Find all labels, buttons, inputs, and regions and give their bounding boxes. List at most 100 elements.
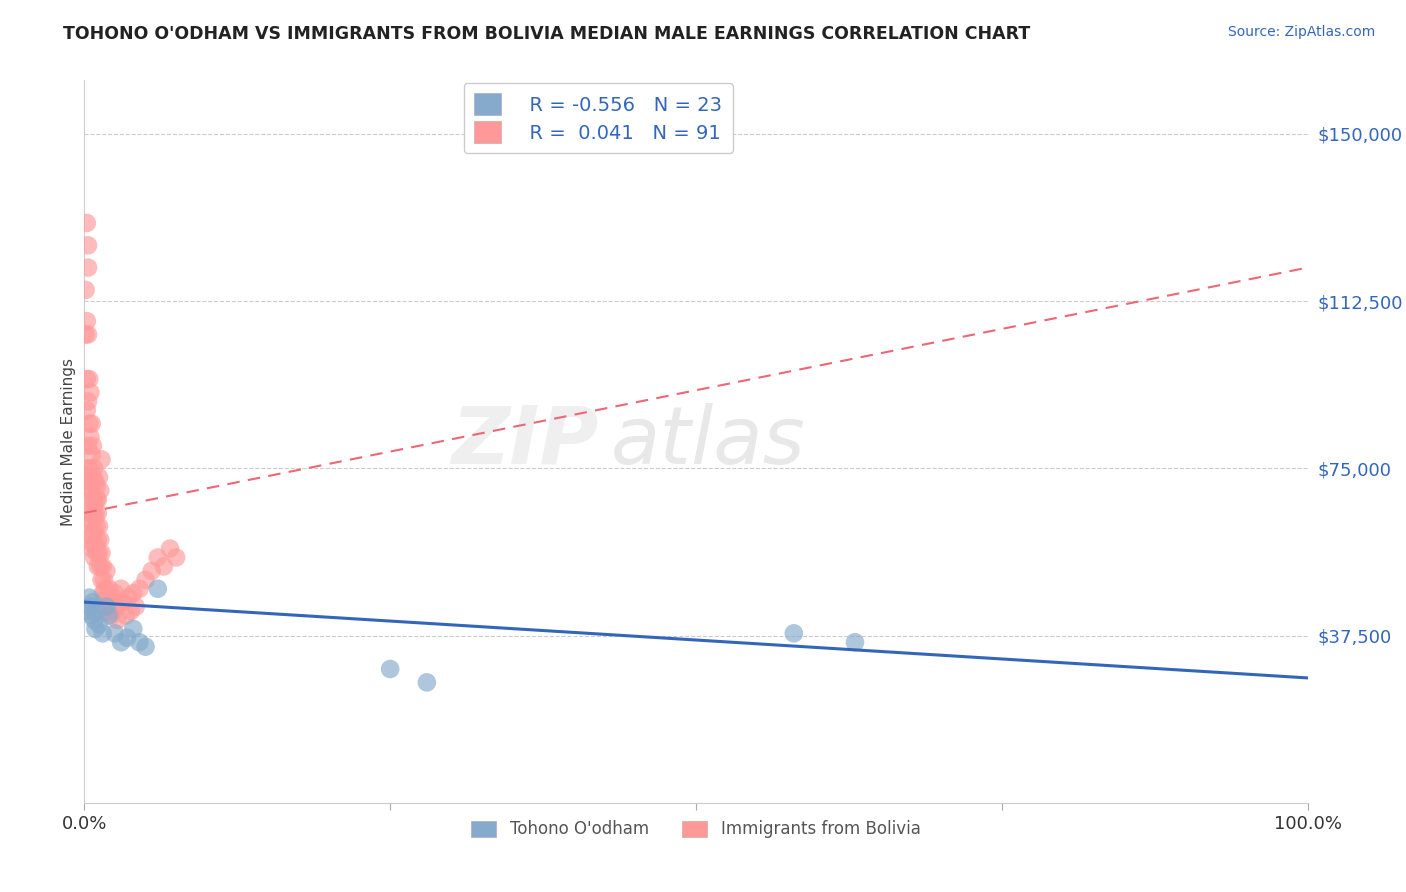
Point bbox=[107, 595, 129, 609]
Legend: Tohono O'odham, Immigrants from Bolivia: Tohono O'odham, Immigrants from Bolivia bbox=[465, 814, 927, 845]
Point bbox=[128, 582, 150, 596]
Point bbox=[75, 283, 97, 297]
Point bbox=[83, 524, 105, 538]
Point bbox=[82, 439, 104, 453]
Point bbox=[77, 591, 100, 605]
Point bbox=[79, 492, 101, 507]
Point bbox=[103, 604, 125, 618]
Point bbox=[82, 537, 104, 551]
Point bbox=[82, 528, 104, 542]
Point bbox=[112, 595, 135, 609]
Point bbox=[76, 403, 98, 417]
Point bbox=[91, 559, 114, 574]
Point bbox=[76, 314, 98, 328]
Point bbox=[77, 260, 100, 275]
Point bbox=[84, 622, 107, 636]
Point bbox=[93, 573, 115, 587]
Point bbox=[82, 470, 104, 484]
Point bbox=[115, 608, 138, 623]
Point bbox=[82, 506, 104, 520]
Point bbox=[87, 506, 110, 520]
Point bbox=[77, 327, 100, 342]
Point bbox=[105, 599, 128, 614]
Point bbox=[135, 573, 157, 587]
Point bbox=[105, 613, 128, 627]
Point bbox=[90, 573, 112, 587]
Point bbox=[86, 604, 108, 618]
Point bbox=[80, 515, 103, 529]
Point bbox=[97, 608, 120, 623]
Point bbox=[80, 608, 103, 623]
Point bbox=[380, 662, 402, 676]
Point bbox=[100, 608, 122, 623]
Point bbox=[93, 599, 115, 614]
Point bbox=[79, 506, 101, 520]
Point bbox=[84, 506, 107, 520]
Point bbox=[165, 550, 187, 565]
Point bbox=[96, 591, 118, 605]
Point bbox=[159, 541, 181, 556]
Point bbox=[75, 327, 97, 342]
Point bbox=[115, 631, 138, 645]
Y-axis label: Median Male Earnings: Median Male Earnings bbox=[60, 358, 76, 525]
Point bbox=[97, 582, 120, 596]
Point bbox=[844, 635, 866, 649]
Point bbox=[79, 385, 101, 400]
Point bbox=[83, 497, 105, 511]
Point bbox=[104, 626, 127, 640]
Point bbox=[84, 475, 107, 489]
Point bbox=[79, 528, 101, 542]
Point bbox=[79, 599, 101, 614]
Point bbox=[97, 604, 120, 618]
Point bbox=[77, 604, 100, 618]
Point bbox=[87, 470, 110, 484]
Point bbox=[77, 475, 100, 489]
Point bbox=[80, 448, 103, 462]
Point bbox=[83, 492, 105, 507]
Point bbox=[77, 461, 100, 475]
Text: TOHONO O'ODHAM VS IMMIGRANTS FROM BOLIVIA MEDIAN MALE EARNINGS CORRELATION CHART: TOHONO O'ODHAM VS IMMIGRANTS FROM BOLIVI… bbox=[63, 25, 1031, 43]
Point bbox=[122, 586, 145, 600]
Text: ZIP: ZIP bbox=[451, 402, 598, 481]
Point bbox=[86, 546, 108, 560]
Point bbox=[90, 452, 112, 467]
Point bbox=[86, 492, 108, 507]
Point bbox=[87, 617, 110, 632]
Point bbox=[87, 492, 110, 507]
Point bbox=[84, 510, 107, 524]
Point bbox=[128, 635, 150, 649]
Point bbox=[146, 582, 169, 596]
Point bbox=[76, 372, 98, 386]
Point bbox=[91, 586, 114, 600]
Point bbox=[94, 582, 117, 596]
Point bbox=[120, 604, 142, 618]
Point bbox=[76, 216, 98, 230]
Point bbox=[86, 479, 108, 493]
Point bbox=[83, 613, 105, 627]
Point bbox=[80, 417, 103, 431]
Point bbox=[141, 564, 163, 578]
Point bbox=[80, 515, 103, 529]
Point bbox=[83, 550, 105, 565]
Point bbox=[77, 439, 100, 453]
Point bbox=[416, 675, 439, 690]
Point bbox=[87, 519, 110, 533]
Point bbox=[125, 599, 148, 614]
Point bbox=[84, 537, 107, 551]
Text: Source: ZipAtlas.com: Source: ZipAtlas.com bbox=[1227, 25, 1375, 39]
Point bbox=[87, 559, 110, 574]
Text: atlas: atlas bbox=[610, 402, 806, 481]
Point bbox=[98, 595, 121, 609]
Point bbox=[77, 394, 100, 409]
Point bbox=[96, 564, 118, 578]
Point bbox=[79, 430, 101, 444]
Point bbox=[79, 475, 101, 489]
Point bbox=[91, 626, 114, 640]
Point bbox=[110, 582, 132, 596]
Point bbox=[87, 533, 110, 547]
Point bbox=[104, 586, 127, 600]
Point bbox=[783, 626, 806, 640]
Point bbox=[80, 483, 103, 498]
Point bbox=[77, 461, 100, 475]
Point bbox=[135, 640, 157, 654]
